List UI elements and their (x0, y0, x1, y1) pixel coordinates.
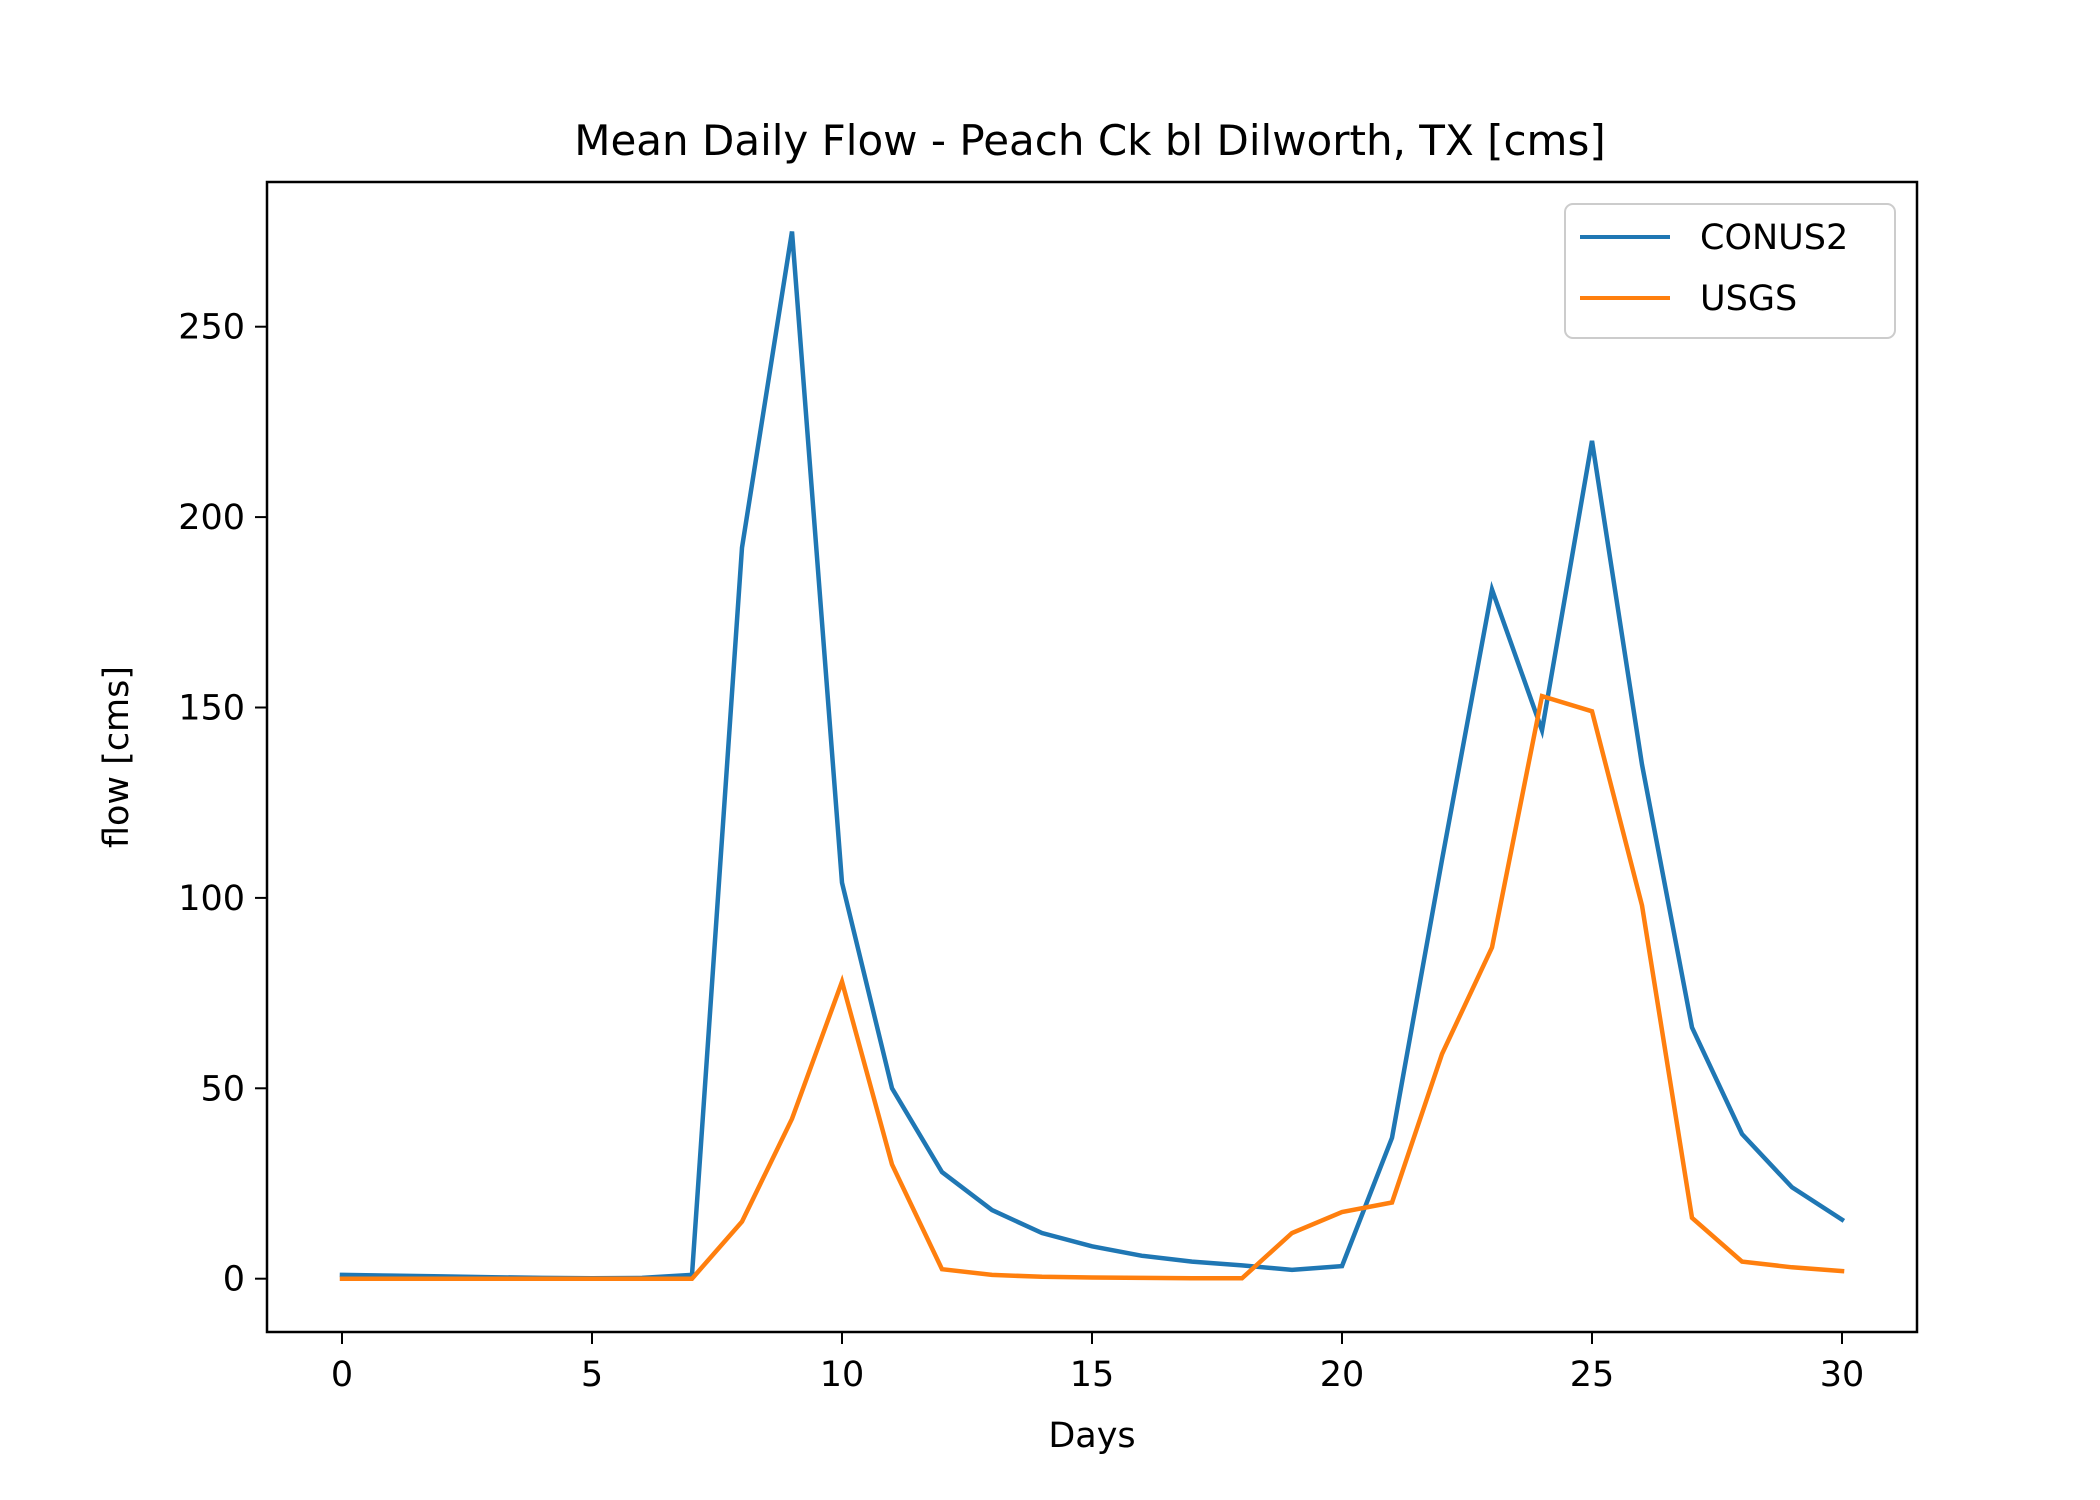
y-axis-ticks: 0 50 100 150 200 250 (178, 308, 267, 1300)
legend: CONUS2 USGS (1564, 203, 1896, 339)
x-tick-label: 5 (581, 1355, 603, 1395)
y-tick-label: 150 (178, 688, 245, 728)
x-tick-label: 0 (331, 1355, 353, 1395)
series-layer (339, 231, 1846, 1281)
y-tick-label: 200 (178, 498, 245, 538)
legend-label-usgs: USGS (1700, 279, 1797, 319)
plot-area (265, 180, 1919, 1334)
legend-label-conus2: CONUS2 (1700, 218, 1848, 258)
x-tick-label: 10 (820, 1355, 865, 1395)
x-tick-label: 20 (1320, 1355, 1365, 1395)
y-tick-label: 100 (178, 879, 245, 919)
x-tick-label: 15 (1070, 1355, 1115, 1395)
chart-title: Mean Daily Flow - Peach Ck bl Dilworth, … (574, 116, 1606, 165)
series-line-conus2 (339, 231, 1846, 1281)
x-tick-label: 30 (1820, 1355, 1865, 1395)
x-axis-ticks: 0 5 10 15 20 25 30 (331, 1332, 1864, 1395)
series-line-usgs (339, 693, 1845, 1281)
plot-frame (265, 180, 1919, 1334)
y-tick-label: 250 (178, 308, 245, 348)
y-axis-label: flow [cms] (97, 666, 137, 848)
x-tick-label: 25 (1570, 1355, 1615, 1395)
y-tick-label: 50 (200, 1069, 245, 1109)
x-axis-label: Days (1048, 1416, 1135, 1456)
y-tick-label: 0 (223, 1260, 245, 1300)
